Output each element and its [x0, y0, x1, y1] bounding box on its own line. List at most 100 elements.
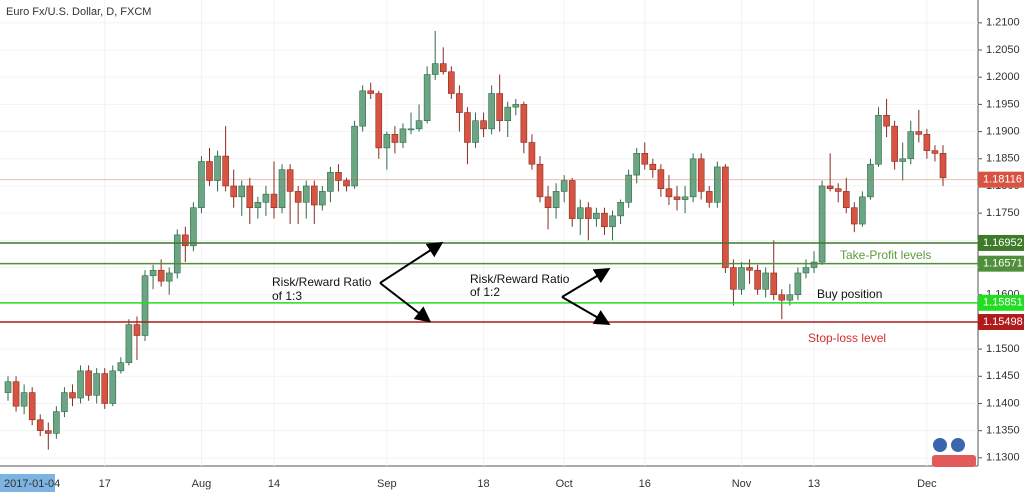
annotation: Risk/Reward Ratio — [272, 275, 372, 289]
candle-body — [383, 134, 391, 149]
candle-body — [69, 392, 76, 399]
level-box — [978, 255, 1024, 272]
candle-body — [883, 114, 890, 127]
candle-body — [504, 106, 512, 122]
candle-body — [770, 272, 778, 296]
candle-body — [36, 419, 44, 431]
y-tick-label: 1.1950 — [986, 98, 1020, 110]
candle-body — [657, 169, 665, 189]
plot — [0, 0, 978, 466]
candle-body — [270, 193, 278, 209]
y-tick-label: 1.1400 — [986, 397, 1020, 409]
candle-body — [319, 191, 326, 206]
y-tick-label: 1.1850 — [986, 153, 1020, 165]
candle-body — [165, 272, 173, 282]
y-tick-label: 1.1750 — [986, 207, 1020, 219]
candle-body — [899, 158, 906, 162]
y-tick-label: 1.1500 — [986, 343, 1020, 355]
candle-body — [915, 131, 923, 135]
candle-body — [448, 71, 455, 94]
candle-body — [714, 166, 721, 203]
candle-body — [472, 120, 479, 143]
candle-body — [302, 185, 310, 203]
candle-body — [625, 174, 632, 203]
candle-body — [641, 153, 649, 165]
candle-body — [568, 180, 576, 219]
last-price-label: 1.18116 — [983, 174, 1022, 186]
candle-body — [456, 93, 463, 113]
candle-body — [214, 155, 221, 181]
candle-body — [464, 112, 471, 143]
candle-body — [230, 185, 237, 198]
cursor-date-box — [0, 474, 55, 492]
candle-body — [665, 188, 673, 198]
candle-body — [310, 185, 318, 206]
candle-body — [649, 163, 657, 170]
candle-body — [431, 63, 439, 75]
x-tick-label: 17 — [99, 478, 111, 490]
candle-body — [359, 90, 366, 127]
annotation: of 1:3 — [272, 289, 302, 303]
candle-body — [560, 180, 568, 192]
candle-body — [286, 169, 294, 192]
y-tick-label: 1.1900 — [986, 125, 1020, 137]
candle-body — [488, 93, 495, 130]
cursor-date-label: 2017-01-04 — [4, 478, 60, 490]
candle-body — [77, 370, 84, 399]
candle-body — [705, 191, 713, 203]
annotation: Buy position — [817, 287, 882, 301]
candle-body — [367, 90, 375, 94]
level-box — [978, 234, 1024, 251]
candle-body — [439, 63, 447, 73]
candle-body — [851, 207, 858, 225]
y-tick-label: 1.2000 — [986, 71, 1020, 83]
x-tick-label: Nov — [732, 478, 752, 490]
candle-body — [45, 430, 52, 434]
candle-body — [552, 191, 560, 209]
candle-body — [697, 158, 705, 192]
candle-body — [278, 169, 286, 209]
level-label: 1.15498 — [983, 316, 1023, 328]
candle-body — [786, 294, 794, 301]
candle-body — [157, 269, 165, 282]
annotation: Take-Profit levels — [840, 248, 931, 262]
annotation: Risk/Reward Ratio — [470, 272, 570, 286]
candle-body — [149, 269, 157, 276]
candle-body — [117, 362, 125, 372]
candle-body — [61, 392, 68, 412]
candle-body — [689, 158, 697, 198]
level-label: 1.16952 — [983, 237, 1023, 249]
level-box — [978, 314, 1024, 331]
annotation: Stop-loss level — [808, 331, 886, 345]
candle-body — [593, 212, 600, 219]
candle-body — [931, 150, 939, 154]
candle-body — [794, 272, 802, 296]
candle-body — [173, 234, 181, 274]
candle-body — [407, 128, 415, 131]
candle-body — [746, 267, 753, 271]
candle-body — [891, 125, 898, 162]
candle-body — [601, 212, 608, 228]
candle-body — [818, 185, 826, 263]
x-tick-label: Aug — [192, 478, 212, 490]
x-tick-label: Dec — [917, 478, 937, 490]
candle-body — [190, 207, 197, 247]
candle-body — [528, 142, 536, 165]
candle-body — [351, 125, 358, 187]
candle-body — [125, 324, 133, 363]
candle-body — [423, 74, 431, 122]
candle-body — [681, 196, 689, 200]
candle-body — [617, 201, 624, 217]
candle-body — [826, 185, 834, 189]
candle-body — [834, 188, 842, 192]
arrows — [379, 241, 611, 326]
level-label: 1.15851 — [983, 297, 1023, 309]
x-tick-label: 18 — [477, 478, 489, 490]
candle-body — [12, 381, 20, 407]
candle-body — [182, 234, 189, 247]
y-tick-label: 1.1300 — [986, 452, 1020, 464]
candle-body — [730, 267, 737, 290]
candle-body — [609, 215, 616, 228]
candle-body — [585, 207, 592, 219]
candle-body — [867, 163, 874, 198]
